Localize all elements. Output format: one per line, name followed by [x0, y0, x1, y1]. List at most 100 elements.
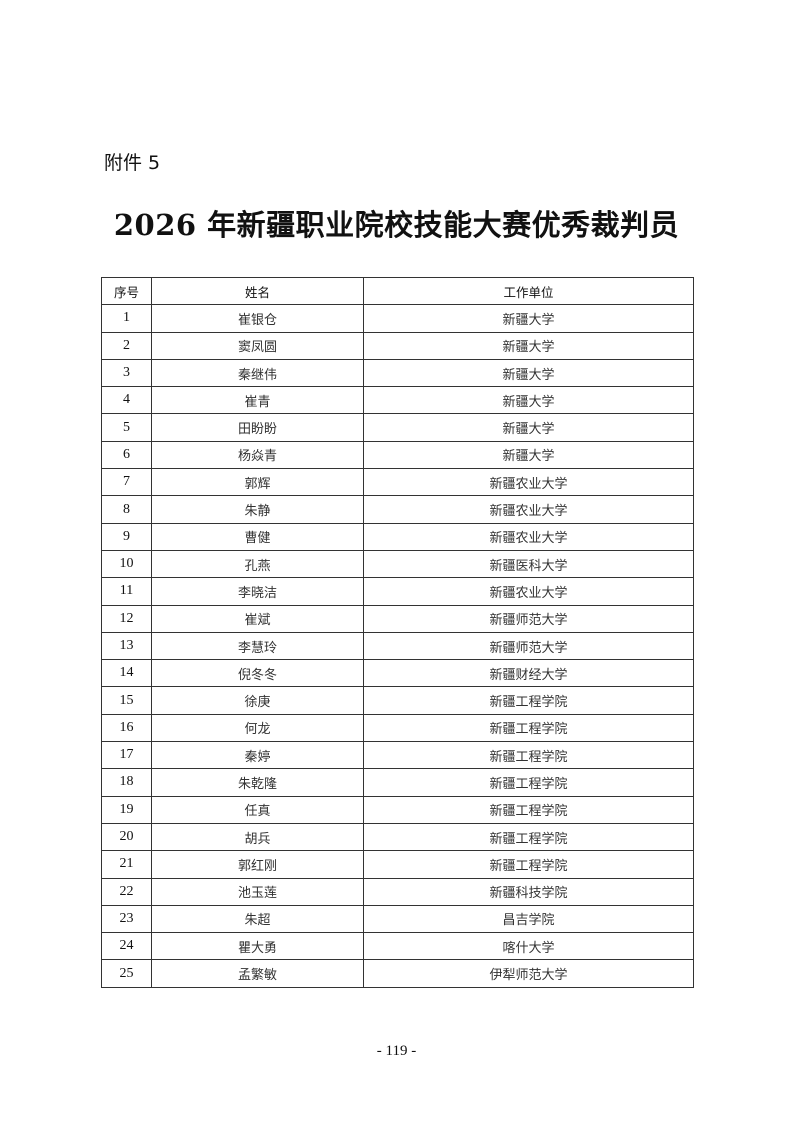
table-row: 8 朱静 新疆农业大学: [101, 495, 694, 524]
index-cell: 7: [101, 468, 152, 497]
organization-cell: 新疆大学: [363, 331, 694, 360]
organization-cell: 昌吉学院: [363, 904, 694, 934]
organization-cell: 新疆农业大学: [363, 577, 694, 606]
organization-cell: 新疆大学: [363, 386, 694, 415]
table-row: 16 何龙 新疆工程学院: [101, 713, 694, 743]
name-cell: 孔燕: [151, 549, 364, 579]
name-cell: 秦婷: [151, 741, 364, 770]
table-row: 5 田盼盼 新疆大学: [101, 413, 694, 442]
organization-cell: 伊犁师范大学: [363, 959, 694, 988]
index-cell: 14: [101, 659, 152, 688]
table-row: 20 胡兵 新疆工程学院: [101, 822, 694, 852]
table-row: 11 李晓洁 新疆农业大学: [101, 577, 694, 606]
table-row: 13 李慧玲 新疆师范大学: [101, 631, 694, 661]
index-cell: 8: [101, 495, 152, 524]
header-index: 序号: [101, 276, 152, 306]
organization-cell: 新疆工程学院: [363, 795, 694, 824]
table-row: 3 秦继伟 新疆大学: [101, 358, 694, 388]
index-cell: 13: [101, 631, 152, 661]
index-cell: 6: [101, 440, 152, 470]
index-cell: 16: [101, 713, 152, 743]
index-cell: 1: [101, 304, 152, 333]
name-cell: 崔银仓: [151, 304, 364, 333]
table-row: 4 崔青 新疆大学: [101, 386, 694, 415]
name-cell: 朱超: [151, 904, 364, 934]
name-cell: 瞿大勇: [151, 932, 364, 961]
table-row: 21 郭红刚 新疆工程学院: [101, 850, 694, 879]
table-row: 15 徐庚 新疆工程学院: [101, 686, 694, 715]
index-cell: 24: [101, 932, 152, 961]
organization-cell: 新疆科技学院: [363, 877, 694, 906]
organization-cell: 新疆工程学院: [363, 822, 694, 852]
organization-cell: 喀什大学: [363, 932, 694, 961]
index-cell: 3: [101, 358, 152, 388]
name-cell: 崔青: [151, 386, 364, 415]
index-cell: 4: [101, 386, 152, 415]
index-cell: 17: [101, 741, 152, 770]
name-cell: 朱静: [151, 495, 364, 524]
name-cell: 倪冬冬: [151, 659, 364, 688]
organization-cell: 新疆工程学院: [363, 850, 694, 879]
table-row: 25 孟繁敏 伊犁师范大学: [101, 959, 694, 988]
organization-cell: 新疆大学: [363, 413, 694, 442]
name-cell: 曹健: [151, 522, 364, 551]
name-cell: 孟繁敏: [151, 959, 364, 988]
name-cell: 秦继伟: [151, 358, 364, 388]
table-header-row: 序号 姓名 工作单位: [101, 276, 694, 306]
organization-cell: 新疆农业大学: [363, 468, 694, 497]
organization-cell: 新疆大学: [363, 440, 694, 470]
index-cell: 21: [101, 850, 152, 879]
table-row: 17 秦婷 新疆工程学院: [101, 741, 694, 770]
name-cell: 任真: [151, 795, 364, 824]
index-cell: 10: [101, 549, 152, 579]
referee-table: 序号 姓名 工作单位 1 崔银仓 新疆大学 2 窦凤圆 新疆大学 3 秦继伟 新疆大学 4 崔青 新疆…: [101, 276, 694, 988]
name-cell: 李慧玲: [151, 631, 364, 661]
index-cell: 18: [101, 768, 152, 797]
header-organization: 工作单位: [363, 276, 694, 306]
organization-cell: 新疆农业大学: [363, 522, 694, 551]
index-cell: 19: [101, 795, 152, 824]
table-row: 6 杨焱青 新疆大学: [101, 440, 694, 470]
index-cell: 9: [101, 522, 152, 551]
table-row: 12 崔斌 新疆师范大学: [101, 604, 694, 633]
table-row: 14 倪冬冬 新疆财经大学: [101, 659, 694, 688]
index-cell: 25: [101, 959, 152, 988]
organization-cell: 新疆医科大学: [363, 549, 694, 579]
table-row: 19 任真 新疆工程学院: [101, 795, 694, 824]
table-row: 2 窦凤圆 新疆大学: [101, 331, 694, 360]
organization-cell: 新疆师范大学: [363, 631, 694, 661]
organization-cell: 新疆农业大学: [363, 495, 694, 524]
organization-cell: 新疆工程学院: [363, 713, 694, 743]
name-cell: 徐庚: [151, 686, 364, 715]
index-cell: 15: [101, 686, 152, 715]
name-cell: 杨焱青: [151, 440, 364, 470]
table-row: 10 孔燕 新疆医科大学: [101, 549, 694, 579]
table-row: 7 郭辉 新疆农业大学: [101, 468, 694, 497]
organization-cell: 新疆工程学院: [363, 768, 694, 797]
organization-cell: 新疆工程学院: [363, 686, 694, 715]
table-row: 9 曹健 新疆农业大学: [101, 522, 694, 551]
name-cell: 郭辉: [151, 468, 364, 497]
page-number: - 119 -: [376, 1043, 417, 1059]
table-row: 1 崔银仓 新疆大学: [101, 304, 694, 333]
name-cell: 田盼盼: [151, 413, 364, 442]
header-name: 姓名: [151, 276, 364, 306]
index-cell: 23: [101, 904, 152, 934]
index-cell: 11: [101, 577, 152, 606]
table-row: 22 池玉莲 新疆科技学院: [101, 877, 694, 906]
name-cell: 朱乾隆: [151, 768, 364, 797]
organization-cell: 新疆财经大学: [363, 659, 694, 688]
index-cell: 12: [101, 604, 152, 633]
name-cell: 池玉莲: [151, 877, 364, 906]
index-cell: 5: [101, 413, 152, 442]
name-cell: 胡兵: [151, 822, 364, 852]
name-cell: 郭红刚: [151, 850, 364, 879]
organization-cell: 新疆工程学院: [363, 741, 694, 770]
index-cell: 2: [101, 331, 152, 360]
name-cell: 崔斌: [151, 604, 364, 633]
name-cell: 窦凤圆: [151, 331, 364, 360]
name-cell: 何龙: [151, 713, 364, 743]
table-row: 18 朱乾隆 新疆工程学院: [101, 768, 694, 797]
table-row: 24 瞿大勇 喀什大学: [101, 932, 694, 961]
table-row: 23 朱超 昌吉学院: [101, 904, 694, 934]
